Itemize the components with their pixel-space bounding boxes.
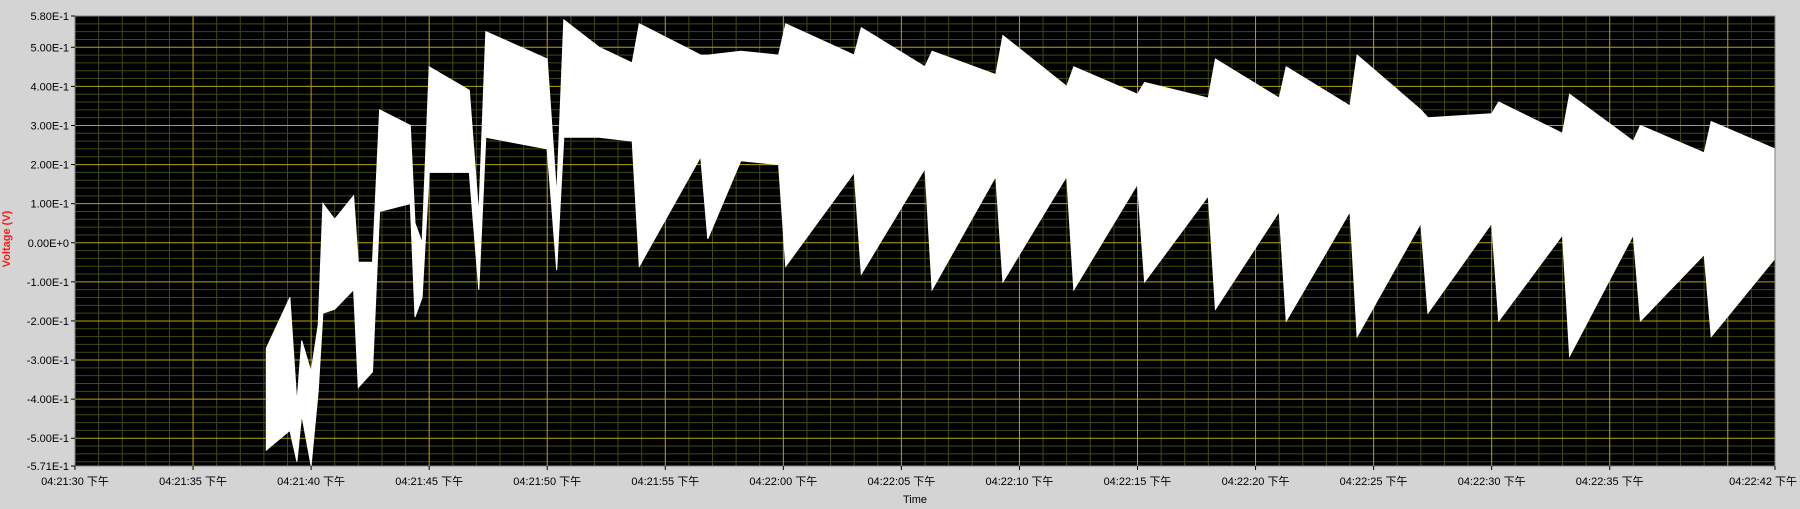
y-tick-label: 3.00E-1 <box>30 120 69 132</box>
y-tick-label: -5.71E-1 <box>27 461 69 473</box>
y-tick-label: 2.00E-1 <box>30 160 69 172</box>
x-tick-label: 04:22:20 下午 <box>1222 475 1290 488</box>
x-tick-label: 04:22:25 下午 <box>1340 475 1408 488</box>
x-tick-label: 04:22:42 下午 <box>1729 475 1797 488</box>
x-axis-label: Time <box>903 494 927 504</box>
y-tick-label: -5.00E-1 <box>27 433 69 445</box>
x-tick-label: 04:21:50 下午 <box>513 475 581 488</box>
x-tick-label: 04:22:35 下午 <box>1576 475 1644 488</box>
x-tick-label: 04:21:35 下午 <box>159 475 227 488</box>
x-tick-label: 04:21:45 下午 <box>395 475 463 488</box>
x-tick-label: 04:22:15 下午 <box>1104 475 1172 488</box>
y-tick-label: 0.00E+0 <box>28 238 69 250</box>
plot-border <box>74 15 1776 467</box>
y-tick-label: -1.00E-1 <box>27 277 69 289</box>
x-tick-label: 04:22:05 下午 <box>867 475 935 488</box>
y-tick-label: 4.00E-1 <box>30 81 69 93</box>
x-tick-label: 04:22:30 下午 <box>1458 475 1526 488</box>
y-tick-label: -3.00E-1 <box>27 355 69 367</box>
y-tick-label: -2.00E-1 <box>27 316 69 328</box>
y-tick-label: 5.80E-1 <box>30 11 69 23</box>
y-axis-ticks: 5.80E-1 5.00E-1 4.00E-1 3.00E-1 2.00E-1 1.00E… <box>27 11 75 473</box>
y-tick-label: 5.00E-1 <box>30 42 69 54</box>
x-axis-ticks: 04:21:30 下午 04:21:35 下午 04:21:40 下午 04:21:4… <box>41 466 1797 488</box>
y-axis-label: Voltage (V) <box>1 210 13 267</box>
x-tick-label: 04:21:40 下午 <box>277 475 345 488</box>
y-tick-label: 1.00E-1 <box>30 199 69 211</box>
x-tick-label: 04:22:10 下午 <box>986 475 1054 488</box>
y-tick-label: -4.00E-1 <box>27 394 69 406</box>
x-tick-label: 04:21:55 下午 <box>631 475 699 488</box>
x-tick-label: 04:21:30 下午 <box>41 475 109 488</box>
x-tick-label: 04:22:00 下午 <box>749 475 817 488</box>
plot-area[interactable] <box>74 15 1776 467</box>
